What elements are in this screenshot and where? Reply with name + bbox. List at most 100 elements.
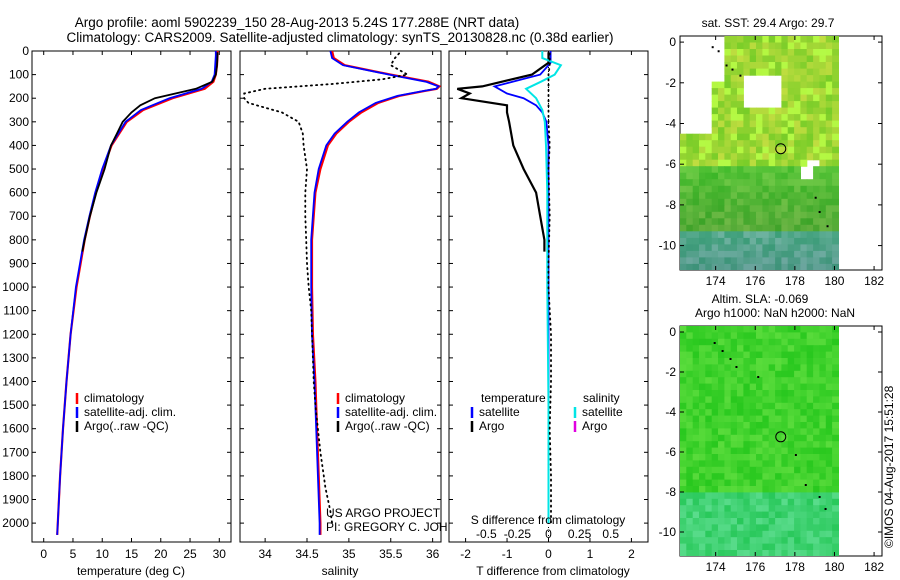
field-cell	[813, 370, 820, 378]
field-cell	[794, 172, 801, 180]
map-lon-tick-label: 180	[824, 274, 844, 288]
field-cell	[705, 460, 713, 468]
field-cell	[711, 211, 719, 219]
field-cell	[800, 62, 808, 70]
field-cell	[832, 75, 839, 83]
field-cell	[768, 250, 776, 258]
depth-tick-label: 2000	[2, 516, 29, 530]
depth-tick-label: 1900	[2, 493, 29, 507]
field-cell	[705, 434, 713, 442]
field-cell	[756, 127, 763, 135]
field-cell	[781, 530, 789, 538]
field-cell	[692, 460, 700, 468]
field-cell	[800, 237, 808, 245]
field-cell	[724, 42, 732, 50]
field-cell	[813, 543, 820, 551]
field-cell	[781, 62, 789, 70]
field-cell	[832, 231, 839, 239]
field-cell	[781, 428, 789, 436]
field-cell	[813, 479, 820, 487]
field-cell	[749, 231, 757, 239]
field-cell	[718, 224, 725, 232]
field-cell	[724, 434, 732, 442]
field-cell	[724, 345, 732, 353]
field-cell	[743, 370, 751, 378]
field-cell	[711, 166, 719, 174]
field-cell	[806, 447, 814, 455]
field-cell	[825, 88, 833, 96]
field-cell	[819, 479, 827, 487]
field-cell	[781, 185, 789, 193]
field-cell	[705, 473, 713, 481]
field-cell	[794, 127, 801, 135]
field-cell	[768, 550, 776, 556]
field-cell	[680, 498, 687, 506]
field-cell	[768, 263, 776, 270]
field-cell	[762, 172, 770, 180]
field-cell	[737, 454, 744, 461]
field-cell	[762, 441, 770, 449]
field-cell	[699, 205, 706, 213]
field-cell	[813, 441, 820, 449]
field-cell	[743, 479, 751, 487]
field-cell	[825, 422, 833, 429]
field-cell	[756, 473, 763, 481]
field-cell	[762, 211, 770, 219]
field-cell	[711, 434, 719, 442]
field-cell	[794, 205, 801, 213]
field-cell	[692, 377, 700, 385]
field-cell	[794, 218, 801, 226]
altimetry-float-marker	[775, 431, 787, 443]
field-cell	[806, 62, 814, 70]
field-cell	[800, 530, 808, 538]
field-cell	[806, 185, 814, 193]
field-cell	[813, 62, 820, 70]
map-lat-tick-label: -2	[665, 76, 676, 90]
field-cell	[711, 543, 719, 551]
field-cell	[768, 364, 776, 372]
field-cell	[737, 364, 744, 372]
field-cell	[800, 370, 808, 378]
field-cell	[832, 153, 839, 161]
temperature-tick-label: 10	[96, 547, 110, 561]
field-cell	[806, 146, 814, 154]
field-cell	[768, 473, 776, 481]
field-cell	[711, 133, 719, 141]
field-cell	[825, 55, 833, 63]
field-cell	[800, 524, 808, 532]
field-cell	[775, 537, 782, 545]
field-cell	[832, 88, 839, 96]
field-cell	[800, 55, 808, 63]
field-cell	[794, 428, 801, 436]
field-cell	[711, 518, 719, 525]
field-cell	[699, 159, 706, 167]
field-cell	[749, 530, 757, 538]
field-cell	[749, 185, 757, 193]
island-marker	[794, 454, 797, 456]
field-cell	[680, 441, 687, 449]
field-cell	[775, 218, 782, 226]
field-cell	[756, 257, 763, 265]
field-cell	[749, 473, 757, 481]
field-cell	[749, 172, 757, 180]
field-cell	[737, 166, 744, 174]
field-cell	[705, 358, 713, 365]
field-cell	[775, 62, 782, 70]
map-lon-tick-label: 174	[706, 560, 726, 574]
field-cell	[775, 120, 782, 128]
field-cell	[686, 460, 694, 468]
field-cell	[819, 511, 827, 519]
field-cell	[699, 486, 706, 493]
field-cell	[749, 543, 757, 551]
field-cell	[781, 179, 789, 187]
field-cell	[813, 511, 820, 519]
field-cell	[749, 250, 757, 258]
field-cell	[813, 338, 820, 346]
field-cell	[749, 409, 757, 417]
s-difference-label: S difference from climatology	[471, 513, 626, 527]
field-cell	[705, 211, 713, 219]
field-cell	[737, 62, 744, 70]
map-lon-tick-label: 182	[864, 560, 884, 574]
field-cell	[806, 550, 814, 556]
field-cell	[775, 351, 782, 359]
